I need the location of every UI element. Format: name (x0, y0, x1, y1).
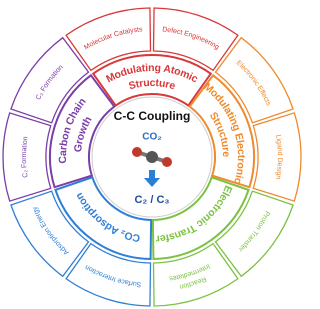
center-title: C-C Coupling (114, 109, 191, 123)
product: C₂ / C₃ (134, 194, 169, 206)
reactant: CO₂ (142, 132, 161, 143)
